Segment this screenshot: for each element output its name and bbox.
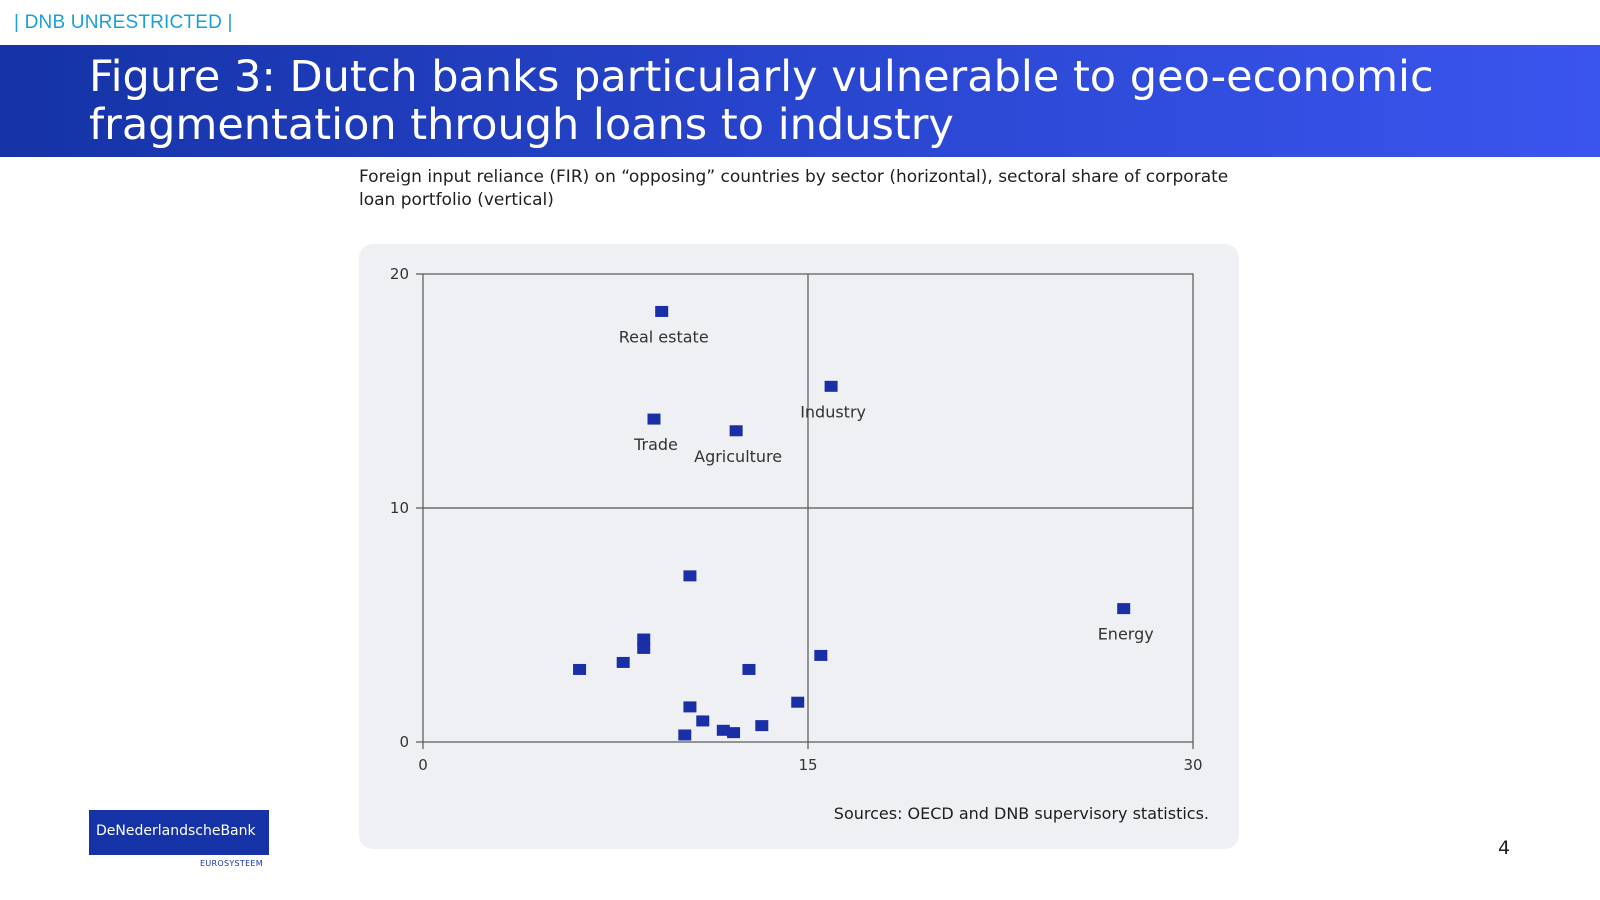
- data-point-label: Agriculture: [694, 447, 782, 466]
- data-point: [1117, 603, 1131, 615]
- data-point: [616, 656, 630, 668]
- data-point: [742, 663, 756, 675]
- x-tick-label: 30: [1183, 756, 1202, 774]
- data-point: [716, 724, 730, 736]
- chart-source: Sources: OECD and DNB supervisory statis…: [833, 804, 1209, 823]
- dnb-logo: DeNederlandscheBank EUROSYSTEEM: [89, 810, 269, 868]
- data-point-label: Energy: [1098, 625, 1154, 644]
- data-point-label: Trade: [633, 435, 678, 454]
- data-point: [729, 425, 743, 437]
- data-point: [814, 649, 828, 661]
- x-tick-label: 0: [418, 756, 428, 774]
- data-point: [655, 305, 669, 317]
- data-point: [727, 727, 741, 739]
- y-tick-label: 20: [390, 265, 409, 283]
- page-title: Figure 3: Dutch banks particularly vulne…: [89, 52, 1434, 150]
- data-point: [683, 570, 697, 582]
- classification-label: | DNB UNRESTRICTED |: [14, 12, 233, 33]
- logo-name: DeNederlandscheBank: [96, 823, 256, 839]
- title-bar: Figure 3: Dutch banks particularly vulne…: [0, 45, 1600, 157]
- data-point: [755, 720, 769, 732]
- y-tick-label: 0: [399, 733, 409, 751]
- data-point: [637, 642, 651, 654]
- data-point: [573, 663, 587, 675]
- data-point: [647, 413, 661, 425]
- data-point: [696, 715, 710, 727]
- chart-panel: 0 15 30 0 10 20 Real estate Industry Trade Agricu…: [359, 244, 1239, 849]
- x-tick-label: 15: [798, 756, 817, 774]
- data-point-label: Industry: [800, 402, 866, 421]
- data-point-label: Real estate: [619, 327, 709, 346]
- logo-subtitle: EUROSYSTEEM: [199, 859, 263, 868]
- chart-subtitle: Foreign input reliance (FIR) on “opposin…: [359, 167, 1229, 210]
- scatter-chart: 0 15 30 0 10 20 Real estate Industry Trade Agricu…: [390, 265, 1203, 774]
- data-point: [824, 380, 838, 392]
- data-point: [678, 729, 692, 741]
- data-point: [683, 701, 697, 713]
- page-number: 4: [1498, 837, 1511, 859]
- data-point: [791, 696, 805, 708]
- data-point: [637, 633, 651, 645]
- logo-box: DeNederlandscheBank: [89, 810, 269, 855]
- y-tick-label: 10: [390, 499, 409, 517]
